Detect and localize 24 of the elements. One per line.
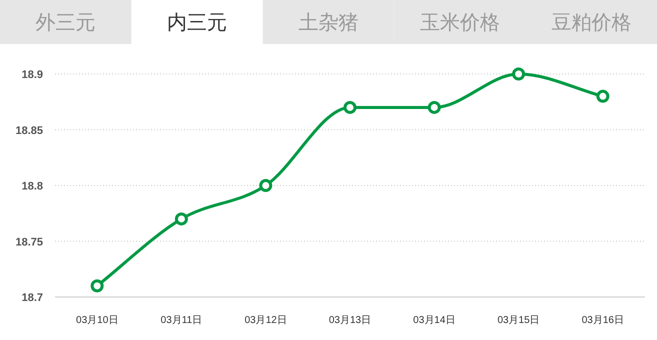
tab: 土杂猪 <box>262 0 394 44</box>
point <box>90 279 104 292</box>
tab: 豆粕价格 <box>526 0 657 44</box>
tab: 外三元 <box>0 0 132 44</box>
y-tick-label: 18.85 <box>15 124 43 137</box>
tab: 玉米价格 <box>394 0 526 44</box>
chart-title: 内三元 <box>167 12 228 34</box>
y-tick-label: 18.9 <box>22 69 43 81</box>
point <box>428 100 441 114</box>
x-tick-label: 03月12日 <box>244 315 287 326</box>
y-tick-label: 18.8 <box>22 180 43 192</box>
x-tick-label: 03月13日 <box>328 315 372 326</box>
point <box>259 179 272 192</box>
y-tick-label: 18.75 <box>15 236 43 248</box>
point <box>174 212 188 226</box>
point <box>344 100 356 114</box>
point <box>512 68 526 80</box>
x-tick-label: 03月14日 <box>413 315 456 326</box>
y-tick-label: 18.7 <box>22 292 43 304</box>
x-tick-label: 03月16日 <box>582 315 624 326</box>
point <box>596 90 610 103</box>
x-tick-label: 03月10日 <box>76 315 118 326</box>
x-tick-label: 03月15日 <box>497 315 540 326</box>
x-tick-label: 03月11日 <box>160 315 202 326</box>
